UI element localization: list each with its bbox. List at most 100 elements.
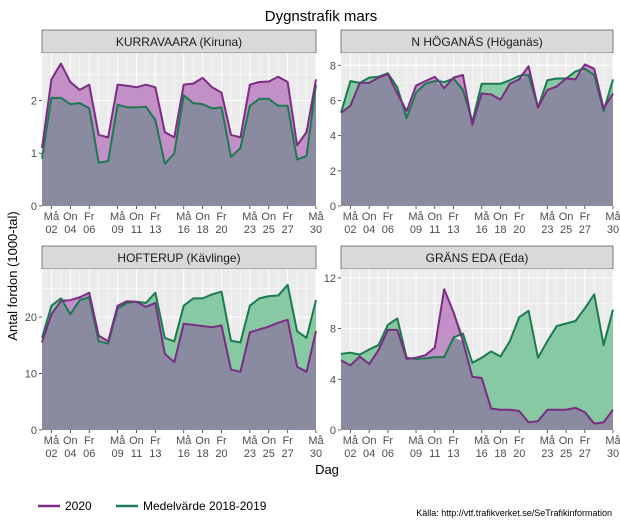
x-tick-weekday: On: [195, 435, 210, 447]
x-tick-weekday: On: [63, 435, 78, 447]
x-tick-weekday: Fr: [448, 211, 459, 223]
x-tick-weekday: Må: [408, 211, 424, 223]
x-tick-weekday: Må: [474, 211, 490, 223]
x-tick-date: 18: [494, 448, 506, 460]
x-tick-weekday: On: [129, 211, 144, 223]
x-tick-date: 11: [429, 224, 440, 236]
series-line-2020: [41, 62, 317, 149]
area-average-above-2020: [42, 284, 316, 372]
x-tick-date: 09: [410, 224, 422, 236]
x-tick-weekday: Må: [540, 211, 556, 223]
x-tick-date: 11: [131, 224, 142, 236]
x-tick-date: 25: [263, 448, 275, 460]
x-tick-weekday: Må: [44, 211, 60, 223]
x-tick-date: 23: [244, 224, 256, 236]
y-tick-label: 0: [330, 425, 336, 437]
x-tick-date: 02: [45, 224, 57, 236]
x-tick-weekday: Må: [176, 435, 192, 447]
x-tick-weekday: Må: [540, 435, 556, 447]
y-tick-label: 6: [330, 95, 336, 107]
x-tick-date: 30: [310, 448, 322, 460]
y-tick-label: 0: [330, 201, 336, 213]
x-axis-title: Dag: [315, 462, 339, 477]
y-axis-title: Antal fordon (1000-tal): [5, 211, 20, 340]
x-tick-weekday: Må: [44, 435, 60, 447]
x-tick-weekday: Fr: [580, 211, 591, 223]
x-tick-weekday: On: [362, 435, 377, 447]
x-tick-date: 09: [111, 224, 123, 236]
x-tick-weekday: Fr: [150, 211, 161, 223]
x-tick-weekday: Fr: [383, 211, 394, 223]
x-tick-weekday: Fr: [84, 435, 95, 447]
x-tick-weekday: On: [427, 211, 442, 223]
y-tick-label: 2: [31, 95, 37, 107]
x-tick-date: 04: [64, 224, 76, 236]
x-tick-weekday: On: [261, 211, 276, 223]
x-tick-date: 06: [83, 224, 95, 236]
x-tick-weekday: Fr: [282, 435, 293, 447]
x-tick-date: 09: [111, 448, 123, 460]
facet-panel: GRÄNS EDA (Eda)04812Må02On04Fr06Må09On11…: [324, 245, 620, 460]
x-tick-weekday: On: [63, 211, 78, 223]
x-tick-date: 02: [45, 448, 57, 460]
series-line-average: [41, 283, 317, 345]
x-tick-date: 04: [64, 448, 76, 460]
x-tick-weekday: On: [559, 435, 574, 447]
y-tick-label: 10: [25, 369, 37, 381]
x-tick-date: 11: [131, 448, 142, 460]
x-tick-date: 23: [541, 224, 553, 236]
y-tick-label: 8: [330, 324, 336, 336]
x-tick-weekday: Må: [343, 435, 359, 447]
facet-strip-label: GRÄNS EDA (Eda): [426, 251, 529, 265]
x-tick-weekday: Må: [343, 211, 359, 223]
x-tick-weekday: On: [493, 211, 508, 223]
x-tick-date: 13: [149, 448, 161, 460]
x-tick-date: 04: [363, 448, 375, 460]
x-tick-date: 20: [513, 448, 525, 460]
source-caption: Källa: http://vtf.trafikverket.se/SeTraf…: [416, 508, 612, 518]
y-tick-label: 8: [330, 60, 336, 72]
x-tick-weekday: Må: [242, 211, 258, 223]
x-tick-weekday: Fr: [514, 435, 525, 447]
legend: 2020 Medelvärde 2018-2019: [38, 499, 267, 513]
x-tick-weekday: Må: [605, 211, 620, 223]
facet-strip-label: HOFTERUP (Kävlinge): [117, 251, 240, 265]
series-line-2020: [41, 291, 317, 373]
x-tick-weekday: On: [129, 435, 144, 447]
x-tick-weekday: Fr: [448, 435, 459, 447]
y-tick-label: 12: [324, 273, 336, 285]
y-tick-label: 4: [330, 131, 336, 143]
x-tick-weekday: Fr: [84, 211, 95, 223]
x-tick-weekday: On: [559, 211, 574, 223]
legend-label: 2020: [65, 499, 92, 513]
facet-strip-label: KURRAVAARA (Kiruna): [116, 35, 242, 49]
area-average-above-2020: [341, 289, 613, 424]
x-tick-weekday: Må: [308, 211, 324, 223]
x-tick-date: 16: [178, 224, 190, 236]
x-tick-weekday: Fr: [514, 211, 525, 223]
x-tick-weekday: Må: [110, 211, 126, 223]
area-lower-envelope-overlay: [42, 297, 316, 430]
x-tick-weekday: Fr: [150, 435, 161, 447]
x-tick-date: 27: [282, 224, 294, 236]
x-tick-date: 18: [196, 224, 208, 236]
facet-panel: KURRAVAARA (Kiruna)012Må02On04Fr06Må09On…: [31, 29, 325, 236]
x-tick-weekday: Må: [408, 435, 424, 447]
x-tick-weekday: Må: [308, 435, 324, 447]
facet-panel: N HÖGANÄS (Höganäs)02468Må02On04Fr06Må09…: [330, 29, 620, 236]
x-tick-date: 09: [410, 448, 422, 460]
x-tick-date: 27: [579, 448, 591, 460]
chart-title: Dygnstrafik mars: [265, 8, 378, 25]
x-tick-date: 18: [196, 448, 208, 460]
x-tick-date: 20: [513, 224, 525, 236]
facet-panel: HOFTERUP (Kävlinge)01020Må02On04Fr06Må09…: [25, 245, 325, 460]
x-tick-date: 16: [178, 448, 190, 460]
x-tick-date: 25: [560, 224, 572, 236]
x-tick-weekday: On: [493, 435, 508, 447]
area-lower-envelope-overlay: [341, 68, 613, 207]
series-line-average: [340, 293, 614, 364]
legend-label: Medelvärde 2018-2019: [143, 499, 267, 513]
facet-panels: KURRAVAARA (Kiruna)012Må02On04Fr06Må09On…: [25, 29, 620, 460]
x-tick-date: 20: [215, 448, 227, 460]
